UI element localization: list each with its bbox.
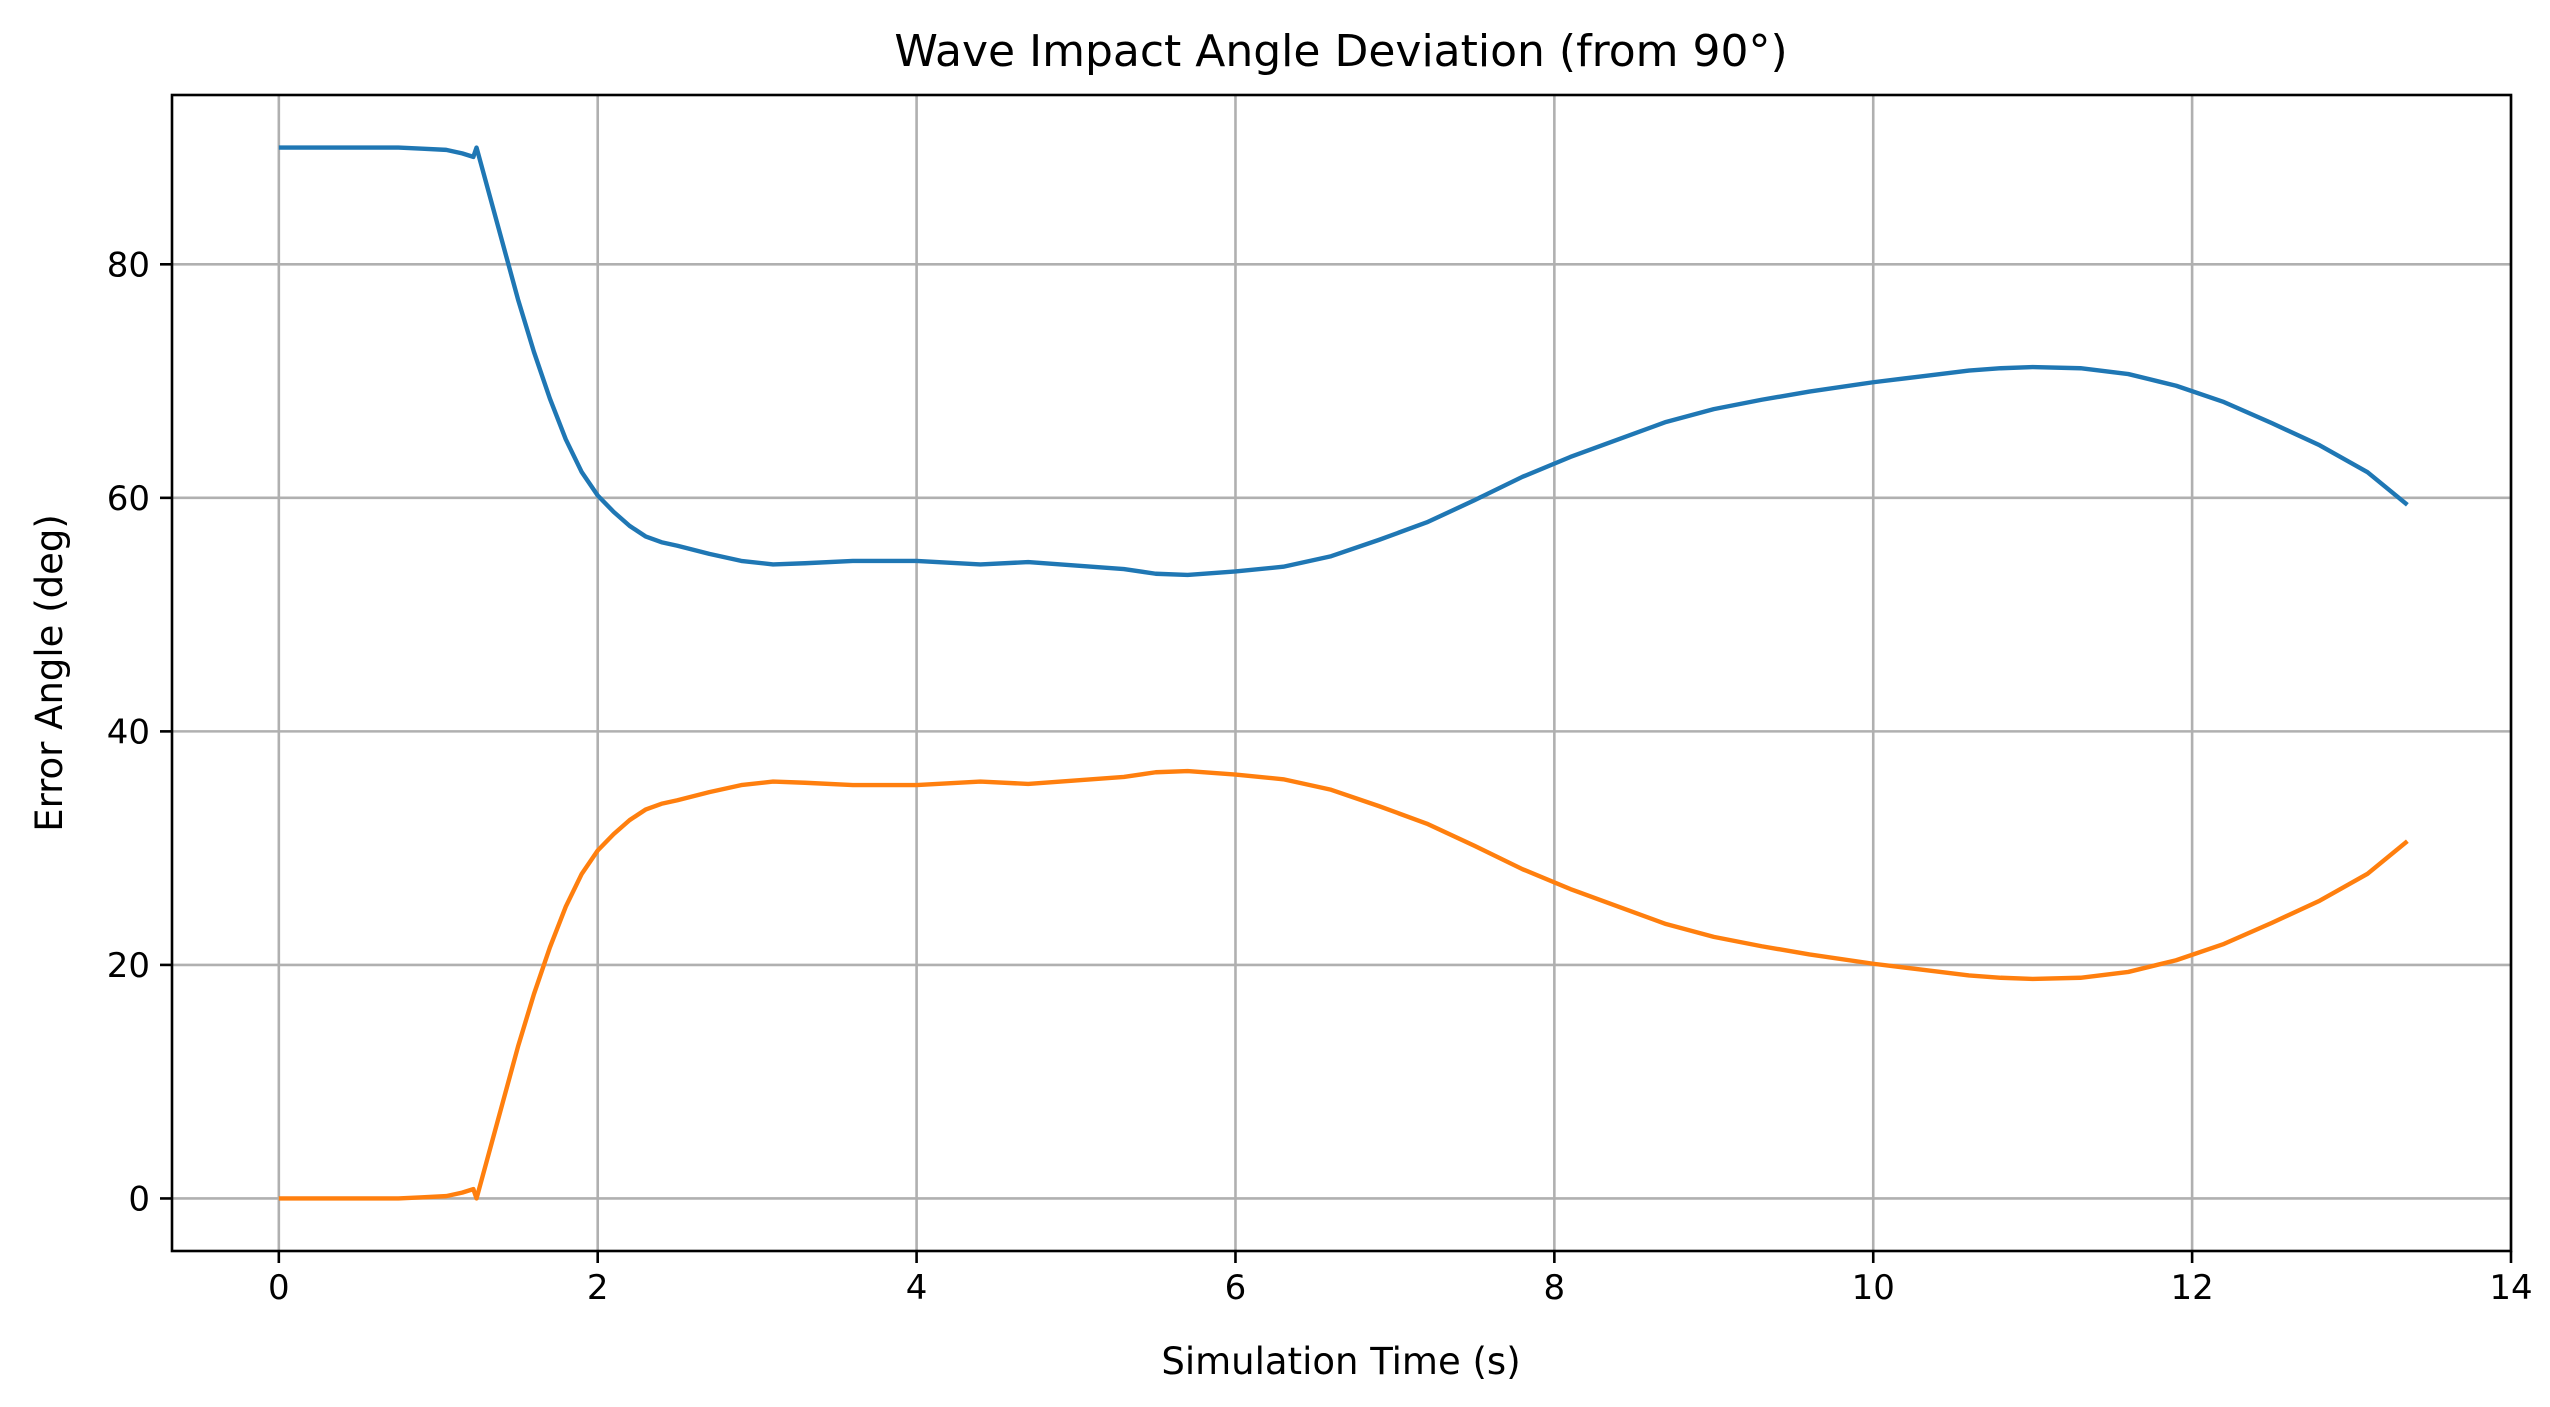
series-1-line (278, 145, 2409, 578)
x-tick-label: 8 (1544, 1268, 1566, 1308)
x-tick-label: 10 (1852, 1268, 1895, 1308)
x-tick-label: 0 (268, 1268, 290, 1308)
y-tick-label: 20 (107, 946, 150, 986)
x-axis-label: Simulation Time (s) (1161, 1340, 1520, 1383)
series-2-line (278, 768, 2409, 1201)
y-tick-label: 40 (107, 712, 150, 752)
y-tick-label: 0 (128, 1179, 150, 1219)
x-tick-label: 2 (587, 1268, 609, 1308)
y-tick-label: 60 (107, 479, 150, 519)
grid (172, 95, 2513, 1251)
x-tick-label: 14 (2489, 1268, 2532, 1308)
x-tick-label: 6 (1225, 1268, 1247, 1308)
y-tick-label: 80 (107, 245, 150, 285)
x-tick-label: 4 (906, 1268, 928, 1308)
series-group (278, 145, 2409, 1201)
chart-title: Wave Impact Angle Deviation (from 90°) (894, 26, 1787, 77)
plot-frame (170, 93, 2513, 1253)
y-axis-label: Error Angle (deg) (28, 514, 71, 832)
ticks: 0 2 4 6 8 10 12 14 0 20 40 60 80 (107, 245, 2533, 1308)
x-tick-label: 12 (2170, 1268, 2213, 1308)
